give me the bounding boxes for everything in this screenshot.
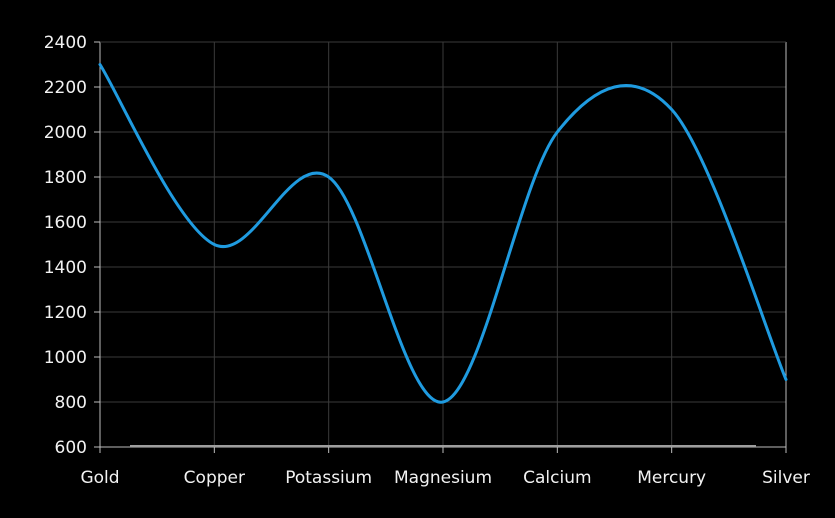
y-tick-label: 1600 <box>44 213 87 233</box>
axes <box>94 41 787 453</box>
x-tick-label: Magnesium <box>394 468 492 488</box>
series-layer <box>98 63 788 404</box>
y-tick-label: 2000 <box>44 123 87 143</box>
x-tick-label: Potassium <box>285 468 372 488</box>
y-tick-label: 600 <box>55 438 87 458</box>
y-tick-label: 800 <box>55 393 87 413</box>
y-tick-label: 1200 <box>44 303 87 323</box>
y-tick-label: 1400 <box>44 258 87 278</box>
y-tick-label: 1800 <box>44 168 87 188</box>
x-tick-label: Calcium <box>523 468 591 488</box>
x-tick-label: Copper <box>184 468 245 488</box>
series-line-0 <box>98 63 788 404</box>
y-tick-label: 2200 <box>44 78 87 98</box>
tick-labels: 600 800 1000 1200 1400 1600 1800 2000 2200 2400 Go… <box>44 33 810 488</box>
y-tick-label: 2400 <box>44 33 87 53</box>
x-tick-label: Silver <box>762 468 810 488</box>
grid-lines <box>99 41 787 448</box>
y-tick-label: 1000 <box>44 348 87 368</box>
x-tick-label: Mercury <box>637 468 706 488</box>
x-tick-label: Gold <box>80 468 119 488</box>
